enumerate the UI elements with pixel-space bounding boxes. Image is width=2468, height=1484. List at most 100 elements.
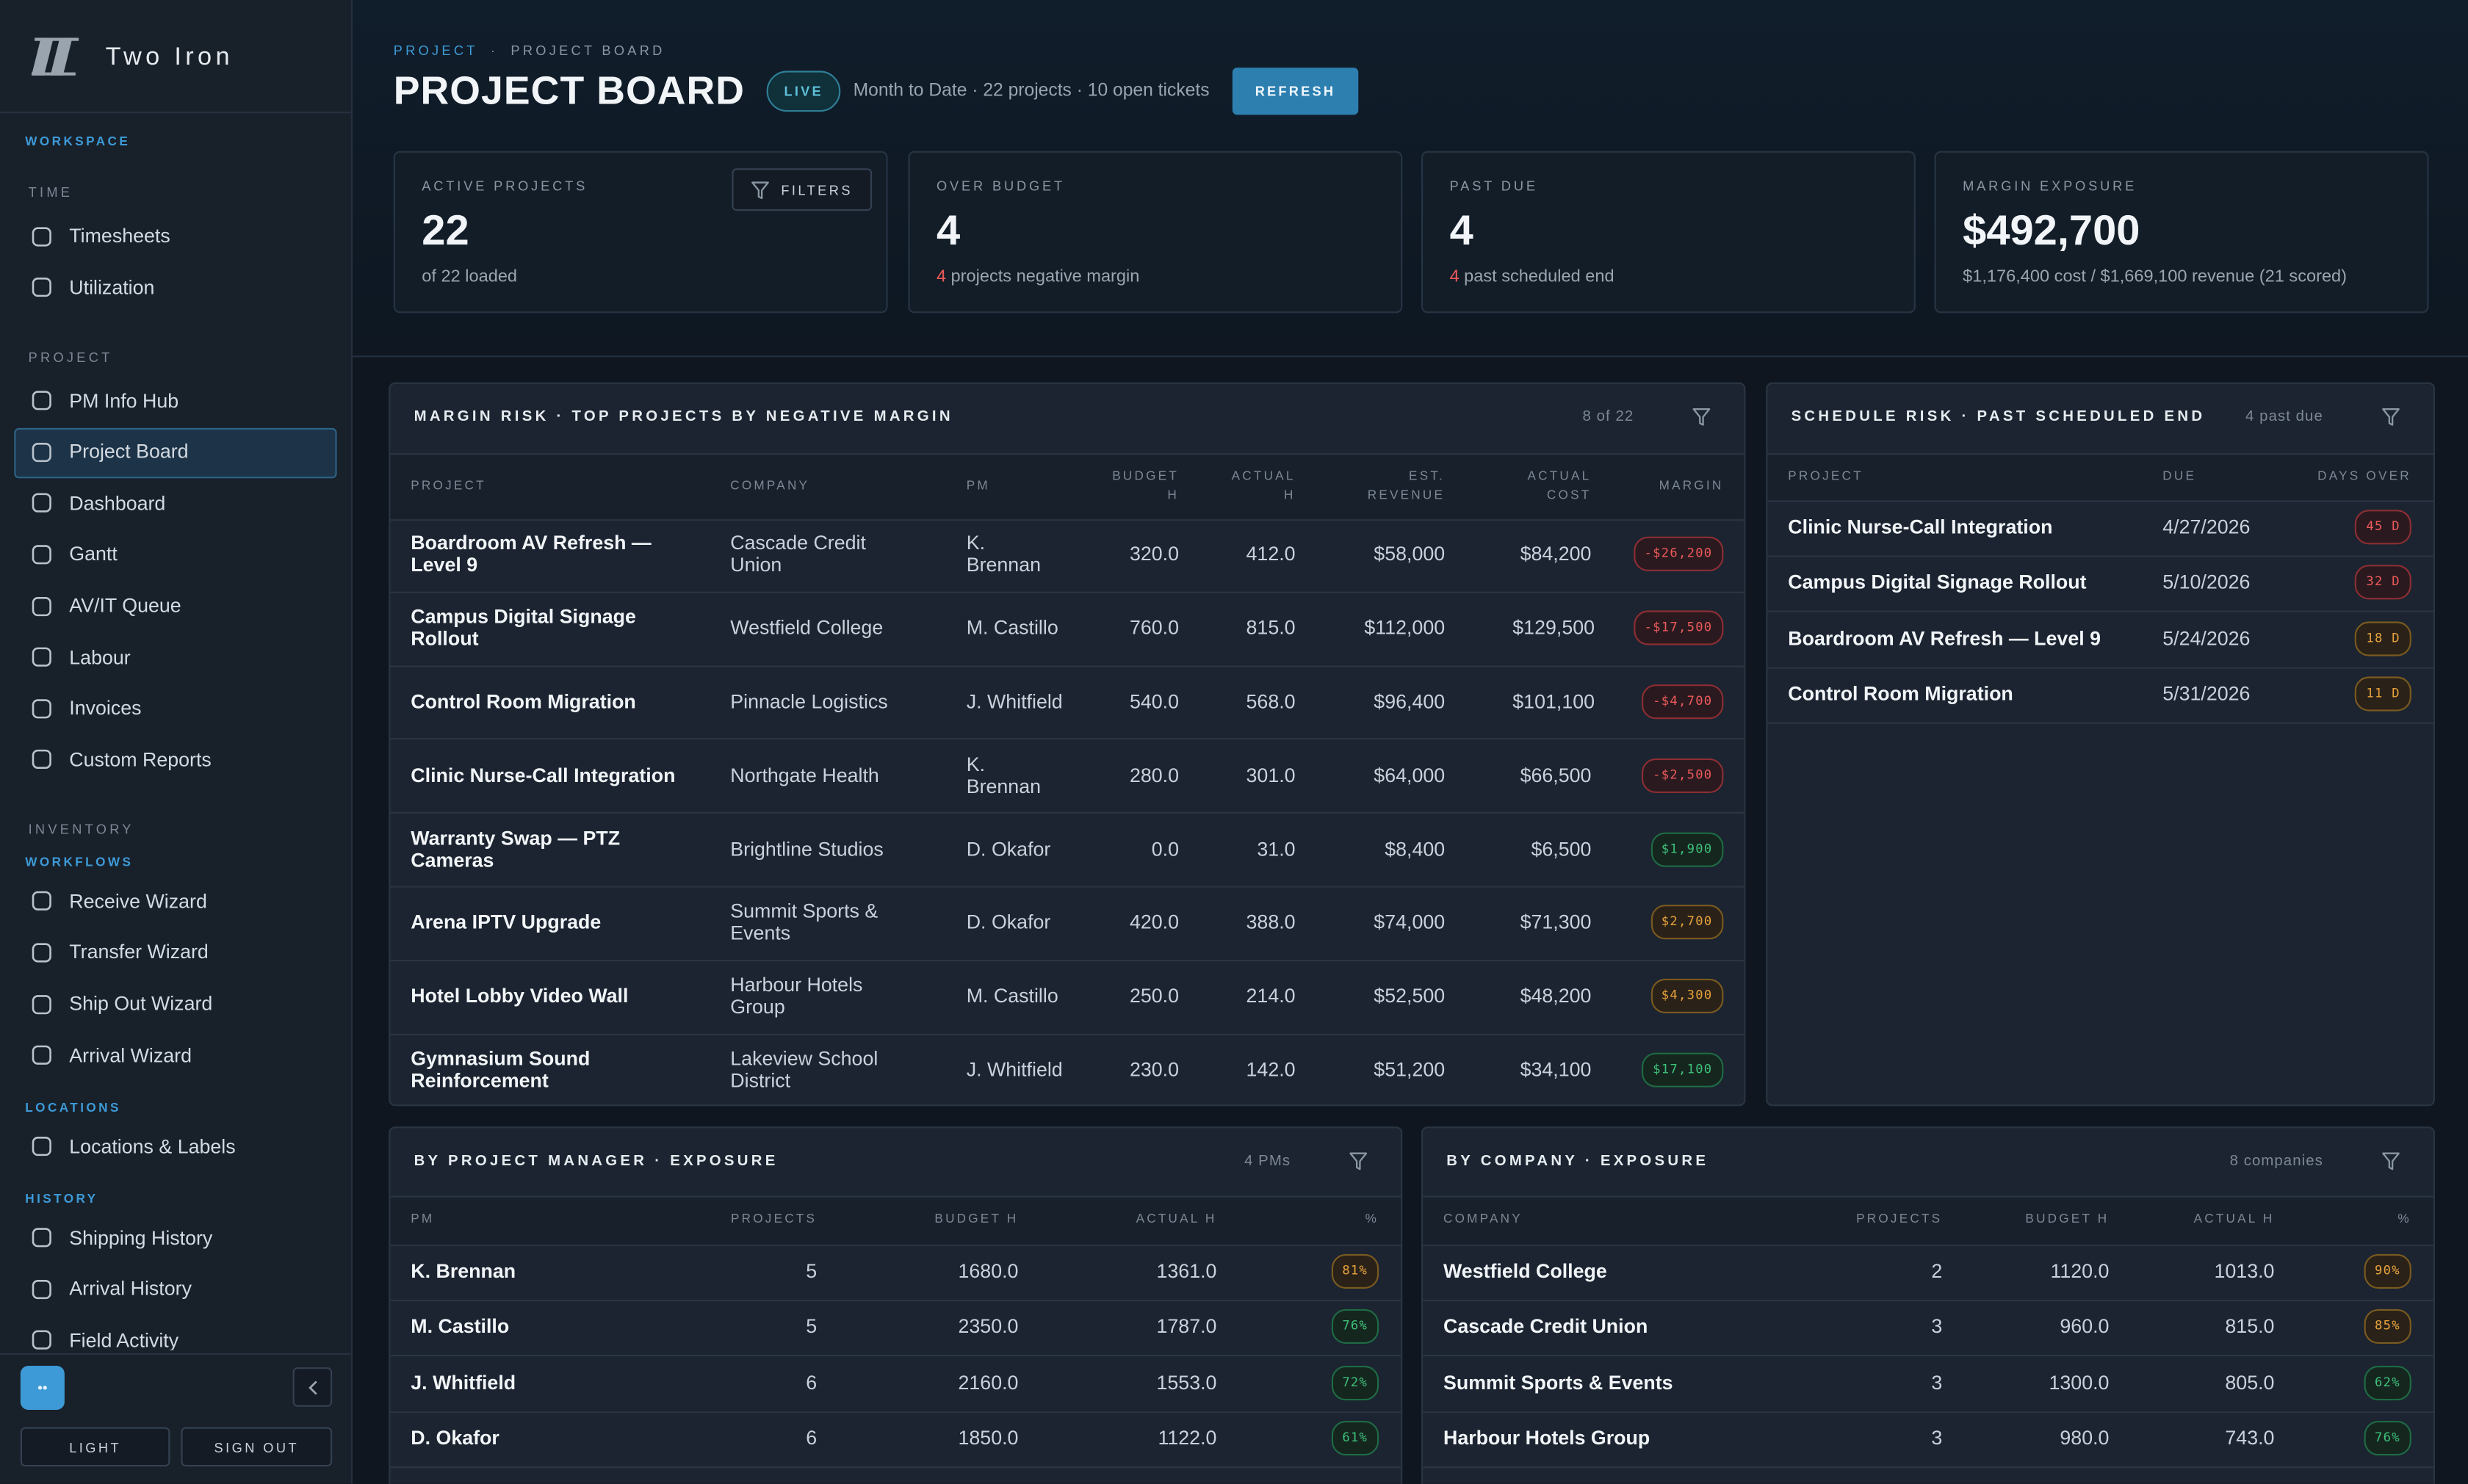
nav-label: Utilization — [69, 276, 155, 299]
status-badge: 81% — [1331, 1253, 1379, 1289]
table-cell: $8,400 — [1385, 838, 1446, 861]
table-cell: 0.0 — [1151, 838, 1179, 861]
panel-count: 8 of 22 — [1582, 408, 1634, 426]
panel-title: MARGIN RISK · TOP PROJECTS BY NEGATIVE M… — [414, 408, 953, 426]
refresh-button[interactable]: REFRESH — [1233, 68, 1358, 115]
avatar[interactable]: •• — [20, 1366, 65, 1410]
kpi-card: MARGIN EXPOSURE $492,700 $1,176,400 cost /… — [1934, 151, 2429, 314]
table-row[interactable]: Westfield College 2 1120.0 1013.0 90% — [1423, 1243, 2433, 1301]
table-cell: Campus Digital Signage Rollout — [1788, 571, 2087, 594]
table-cell: D. Okafor — [411, 1427, 499, 1450]
nav-item[interactable]: Custom Reports — [32, 749, 212, 771]
badge-cell: 32 D — [2355, 565, 2411, 600]
table-cell: 960.0 — [2060, 1315, 2110, 1338]
nav-item[interactable]: Timesheets — [32, 225, 170, 247]
table-row[interactable]: Clinic Nurse-Call Integration 4/27/2026 45… — [1767, 499, 2433, 557]
table-row[interactable]: Hotel Lobby Video Wall Harbour Hotels Gro… — [390, 960, 1744, 1035]
nav-item[interactable]: Locations & Labels — [32, 1135, 236, 1157]
summary: Month to Date · 22 projects · 10 open ti… — [853, 82, 1210, 101]
nav-item[interactable]: Arrival Wizard — [32, 1044, 192, 1066]
panel-filter[interactable] — [2381, 408, 2400, 427]
table-row[interactable]: M. Castillo 5 2350.0 1787.0 76% — [390, 1299, 1401, 1357]
table-row[interactable]: Campus Digital Signage Rollout Westfield … — [390, 591, 1744, 667]
nav-item[interactable]: Dashboard — [32, 492, 165, 514]
table-cell: $71,300 — [1520, 911, 1592, 934]
table-cell: Brightline Studios — [730, 838, 884, 861]
nav-item[interactable]: PM Info Hub — [32, 390, 178, 412]
nav-item[interactable]: Ship Out Wizard — [32, 993, 212, 1015]
nav-item[interactable]: Project Board — [32, 441, 189, 463]
table-cell: $6,500 — [1531, 838, 1592, 861]
nav-label: Receive Wizard — [69, 890, 207, 913]
nav-label: Shipping History — [69, 1226, 213, 1249]
table-cell: M. Castillo — [411, 1315, 510, 1338]
nav-item[interactable]: Field Activity — [32, 1329, 178, 1350]
table-row[interactable]: Harbour Hotels Group 3 980.0 743.0 76% — [1423, 1411, 2433, 1469]
table-cell: 1850.0 — [958, 1427, 1019, 1450]
table-row[interactable]: Control Room Migration 5/31/2026 11 D — [1767, 667, 2433, 724]
table-row[interactable]: Clinic Nurse-Call Integration Northgate H… — [390, 739, 1744, 814]
nav-item[interactable]: Utilization — [32, 276, 155, 298]
column-header: PROJECTS — [1856, 1212, 1943, 1226]
table-row[interactable]: D. Okafor 6 1850.0 1122.0 61% — [390, 1411, 1401, 1469]
nav-item[interactable]: Shipping History — [32, 1227, 212, 1249]
nav-item[interactable]: Transfer Wizard — [32, 941, 209, 963]
nav-item[interactable]: Arrival History — [32, 1278, 192, 1300]
table-row[interactable]: Warranty Swap — PTZ Cameras Brightline St… — [390, 812, 1744, 888]
table-cell: 2350.0 — [958, 1315, 1019, 1338]
theme-button[interactable]: LIGHT — [20, 1427, 170, 1467]
nav-item[interactable]: Labour — [32, 646, 131, 668]
column-header: BUDGET H — [2025, 1212, 2110, 1226]
table-cell: 1361.0 — [1156, 1259, 1217, 1282]
table-row[interactable]: Summit Sports & Events 3 1300.0 805.0 62% — [1423, 1355, 2433, 1413]
table-cell: $51,200 — [1374, 1059, 1446, 1082]
table-cell: 420.0 — [1129, 911, 1179, 934]
table-cell: 1013.0 — [2214, 1259, 2275, 1282]
table-row[interactable]: Cascade Credit Union 3 960.0 815.0 85% — [1423, 1299, 2433, 1357]
table-row[interactable]: Campus Digital Signage Rollout 5/10/2026 3… — [1767, 554, 2433, 612]
table-cell: 301.0 — [1246, 764, 1296, 786]
table-row[interactable]: J. Whitfield 6 2160.0 1553.0 72% — [390, 1355, 1401, 1413]
table-cell: Harbour Hotels Group — [1443, 1427, 1650, 1450]
filters-button[interactable]: FILTERS — [732, 168, 873, 211]
panel-count: 8 companies — [2229, 1152, 2323, 1170]
status-badge: 72% — [1331, 1365, 1379, 1400]
kpi-note-text: $1,176,400 cost / $1,669,100 revenue (21… — [1963, 267, 2348, 286]
table-header — [390, 1195, 1401, 1247]
panel-count: 4 past due — [2245, 408, 2323, 426]
breadcrumb-item[interactable]: PROJECT — [393, 42, 478, 59]
nav-item[interactable]: Gantt — [32, 543, 118, 565]
table-row[interactable]: Control Room Migration Pinnacle Logistics… — [390, 665, 1744, 740]
panel-filter[interactable] — [1692, 408, 1711, 427]
nav-item[interactable]: Receive Wizard — [32, 890, 207, 912]
panel-filter[interactable] — [1349, 1152, 1368, 1171]
kpi-note: 4 past scheduled end — [1450, 267, 1614, 286]
table-row[interactable]: Arena IPTV Upgrade Summit Sports & Events… — [390, 886, 1744, 961]
collapse-button[interactable] — [292, 1367, 333, 1407]
status-badge: $2,700 — [1650, 905, 1724, 941]
badge-cell: 62% — [2364, 1365, 2411, 1400]
column-header: EST. REVENUE — [1367, 468, 1446, 502]
table-cell: Control Room Migration — [411, 690, 636, 713]
brand-logo — [31, 37, 79, 76]
status-badge: $4,300 — [1650, 979, 1724, 1014]
panel-count: 4 PMs — [1244, 1152, 1291, 1170]
nav-label: PM Info Hub — [69, 389, 179, 412]
nav-heading: LOCATIONS — [25, 1100, 121, 1115]
panel-filter[interactable] — [2381, 1152, 2400, 1171]
sidebar: Two Iron WORKSPACE TIME Timesheets Utilizat… — [0, 0, 353, 1484]
table-cell: 5 — [806, 1315, 818, 1338]
nav-icon — [32, 391, 51, 410]
table-row[interactable]: Boardroom AV Refresh — Level 9 Cascade Cr… — [390, 518, 1744, 593]
table-row[interactable]: K. Brennan 5 1680.0 1361.0 81% — [390, 1243, 1401, 1301]
badge-cell: 76% — [2364, 1421, 2411, 1456]
table-row[interactable]: Gymnasium Sound Reinforcement Lakeview Sc… — [390, 1033, 1744, 1104]
nav-icon — [32, 994, 51, 1014]
nav-item[interactable]: Invoices — [32, 698, 142, 720]
table-cell: Hotel Lobby Video Wall — [411, 985, 629, 1007]
nav-item[interactable]: AV/IT Queue — [32, 595, 181, 617]
column-header: ACTUAL COST — [1527, 468, 1592, 502]
table-row[interactable]: Boardroom AV Refresh — Level 9 5/24/2026 1… — [1767, 610, 2433, 668]
table-cell: 743.0 — [2225, 1427, 2275, 1450]
sign-out-button[interactable]: SIGN OUT — [181, 1427, 333, 1467]
